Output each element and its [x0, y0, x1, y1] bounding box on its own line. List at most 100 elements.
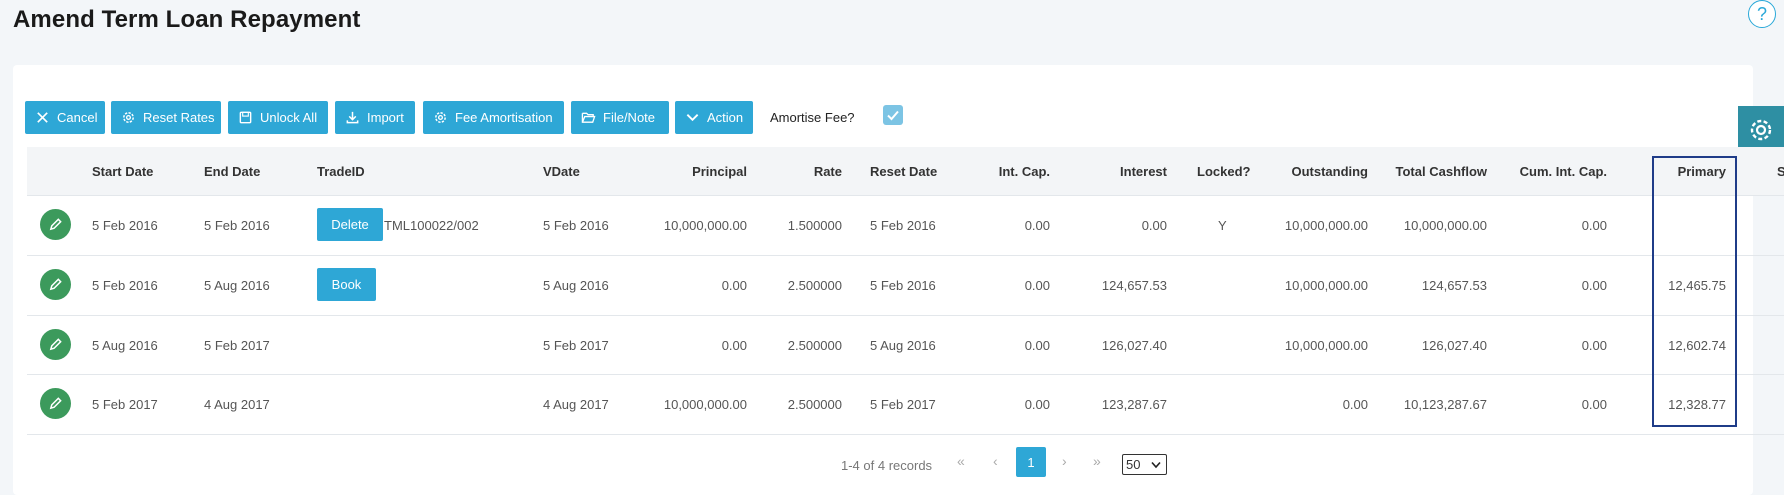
cell-total-cashflow: 124,657.53	[1421, 278, 1487, 293]
book-button[interactable]: Book	[317, 268, 376, 301]
cell-locked: Y	[1218, 218, 1227, 233]
cell-end-date: 5 Feb 2017	[204, 338, 270, 353]
cell-interest: 126,027.40	[1101, 338, 1167, 353]
prev-page-icon[interactable]: ‹	[993, 453, 998, 469]
question-icon: ?	[1756, 4, 1767, 24]
cell-primary: 12,602.74	[1668, 338, 1726, 353]
row-divider	[27, 195, 1784, 196]
settings-tab[interactable]	[1738, 106, 1784, 153]
cell-interest: 124,657.53	[1101, 278, 1167, 293]
row-divider	[27, 315, 1784, 316]
reset-rates-label: Reset Rates	[143, 110, 215, 125]
row-divider	[27, 255, 1784, 256]
page-size-value: 50	[1126, 457, 1141, 472]
cell-vdate: 4 Aug 2017	[543, 397, 609, 412]
cell-total-cashflow: 10,123,287.67	[1403, 397, 1487, 412]
edit-button[interactable]	[40, 329, 71, 360]
cell-int-cap: 0.00	[1024, 338, 1050, 353]
col-locked[interactable]: Locked?	[1197, 164, 1251, 179]
cell-rate: 2.500000	[787, 278, 842, 293]
first-page-icon[interactable]: «	[957, 453, 965, 469]
last-page-icon[interactable]: »	[1093, 453, 1101, 469]
row-divider	[27, 374, 1784, 375]
cell-cum-int-cap: 0.00	[1581, 218, 1607, 233]
col-tradeid[interactable]: TradeID	[317, 164, 365, 179]
cell-reset-date: 5 Feb 2016	[870, 278, 936, 293]
cancel-button-label: Cancel	[57, 110, 98, 125]
table-header	[27, 147, 1784, 195]
cell-principal: 10,000,000.00	[663, 218, 747, 233]
col-interest[interactable]: Interest	[1120, 164, 1167, 179]
col-vdate[interactable]: VDate	[543, 164, 580, 179]
fee-amortisation-button[interactable]: Fee Amortisation	[423, 101, 564, 134]
pencil-icon	[49, 338, 62, 351]
cell-rate: 2.500000	[787, 397, 842, 412]
edit-button[interactable]	[40, 388, 71, 419]
cell-start-date: 5 Feb 2017	[92, 397, 158, 412]
cell-primary: 12,328.77	[1668, 397, 1726, 412]
col-end-date[interactable]: End Date	[204, 164, 261, 179]
cell-vdate: 5 Aug 2016	[543, 278, 609, 293]
col-reset-date[interactable]: Reset Date	[870, 164, 938, 179]
col-principal[interactable]: Principal	[692, 164, 747, 179]
import-button[interactable]: Import	[335, 101, 415, 134]
cell-vdate: 5 Feb 2016	[543, 218, 609, 233]
pencil-icon	[49, 397, 62, 410]
cell-cum-int-cap: 0.00	[1581, 397, 1607, 412]
file-note-label: File/Note	[603, 110, 656, 125]
gear-icon	[1750, 119, 1772, 140]
page-button-current[interactable]: 1	[1016, 447, 1046, 477]
cell-tradeid: TML100022/002	[384, 218, 479, 233]
cancel-button[interactable]: Cancel	[25, 101, 105, 134]
cell-outstanding: 0.00	[1342, 397, 1368, 412]
cell-rate: 2.500000	[787, 338, 842, 353]
fee-amortisation-label: Fee Amortisation	[455, 110, 553, 125]
cell-reset-date: 5 Feb 2017	[870, 397, 936, 412]
col-int-cap[interactable]: Int. Cap.	[998, 164, 1050, 179]
file-note-button[interactable]: File/Note	[571, 101, 669, 134]
gear-icon	[433, 110, 448, 125]
cell-rate: 1.500000	[787, 218, 842, 233]
cell-start-date: 5 Aug 2016	[92, 338, 158, 353]
amortise-fee-checkbox[interactable]	[883, 105, 903, 125]
col-outstanding[interactable]: Outstanding	[1291, 164, 1368, 179]
action-label: Action	[707, 110, 744, 125]
action-button[interactable]: Action	[675, 101, 753, 134]
col-start-date[interactable]: Start Date	[92, 164, 154, 179]
col-cum-int-cap[interactable]: Cum. Int. Cap.	[1519, 164, 1607, 179]
reset-rates-button[interactable]: Reset Rates	[111, 101, 221, 134]
cell-total-cashflow: 10,000,000.00	[1403, 218, 1487, 233]
unlock-all-button[interactable]: Unlock All	[228, 101, 328, 134]
col-s[interactable]: S	[1777, 164, 1784, 179]
cell-interest: 0.00	[1141, 218, 1167, 233]
cell-cum-int-cap: 0.00	[1581, 278, 1607, 293]
edit-button[interactable]	[40, 269, 71, 300]
unlock-all-label: Unlock All	[260, 110, 318, 125]
row-divider	[27, 434, 1784, 435]
delete-button[interactable]: Delete	[317, 208, 383, 241]
cell-end-date: 5 Aug 2016	[204, 278, 270, 293]
col-rate[interactable]: Rate	[813, 164, 842, 179]
cell-primary: 12,465.75	[1668, 278, 1726, 293]
cell-outstanding: 10,000,000.00	[1284, 278, 1368, 293]
close-icon	[35, 110, 50, 125]
save-icon	[238, 110, 253, 125]
cell-cum-int-cap: 0.00	[1581, 338, 1607, 353]
cell-int-cap: 0.00	[1024, 218, 1050, 233]
chevron-down-icon	[1151, 461, 1161, 469]
import-label: Import	[367, 110, 404, 125]
check-icon	[887, 110, 899, 121]
cell-int-cap: 0.00	[1024, 278, 1050, 293]
page-size-select[interactable]: 50	[1122, 454, 1167, 475]
edit-button[interactable]	[40, 209, 71, 240]
cell-principal: 0.00	[721, 278, 747, 293]
cell-vdate: 5 Feb 2017	[543, 338, 609, 353]
download-icon	[345, 110, 360, 125]
pencil-icon	[49, 278, 62, 291]
col-total-cashflow[interactable]: Total Cashflow	[1395, 164, 1487, 179]
col-primary[interactable]: Primary	[1677, 164, 1726, 179]
primary-column-highlight	[1652, 156, 1737, 427]
next-page-icon[interactable]: ›	[1062, 453, 1067, 469]
help-button[interactable]: ?	[1748, 0, 1776, 28]
cell-reset-date: 5 Aug 2016	[870, 338, 936, 353]
